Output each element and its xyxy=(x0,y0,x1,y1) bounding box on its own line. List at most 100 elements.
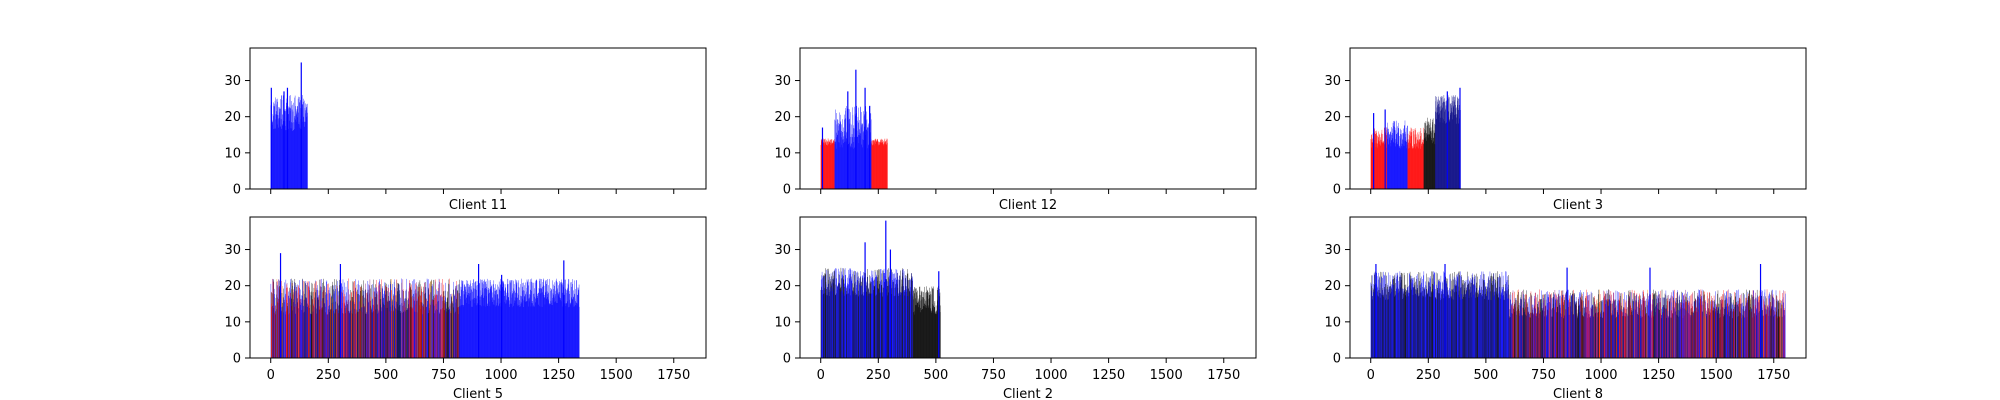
x-tick-label: 250 xyxy=(316,368,341,383)
bar-peak xyxy=(563,260,565,358)
x-tick-label: 1750 xyxy=(1757,368,1790,383)
bar-peak xyxy=(855,69,857,189)
x-tick-label: 500 xyxy=(1473,368,1498,383)
x-tick-label: 500 xyxy=(373,368,398,383)
bars xyxy=(270,62,308,189)
bar-peak xyxy=(279,253,282,358)
bar-peak xyxy=(339,264,342,358)
bar-peak xyxy=(1759,264,1762,358)
y-tick-label: 0 xyxy=(783,352,791,367)
x-axis-label: Client 3 xyxy=(1553,198,1603,213)
x-tick-label: 1250 xyxy=(542,368,575,383)
x-axis-label: Client 5 xyxy=(453,387,503,400)
y-tick-label: 10 xyxy=(1324,146,1341,161)
y-tick-label: 30 xyxy=(1324,74,1341,89)
y-tick-label: 30 xyxy=(774,243,791,258)
y-tick-label: 30 xyxy=(774,74,791,89)
x-axis-label: Client 2 xyxy=(1003,387,1053,400)
axes-frame xyxy=(1349,47,1807,190)
bars xyxy=(1370,87,1461,189)
y-tick-label: 20 xyxy=(1324,279,1341,294)
x-tick-label: 250 xyxy=(1416,368,1441,383)
x-tick-label: 250 xyxy=(866,368,891,383)
axes-frame xyxy=(799,47,1257,190)
x-tick-label: 1000 xyxy=(1034,368,1067,383)
bar-peak xyxy=(1375,264,1377,358)
y-tick-label: 30 xyxy=(224,74,241,89)
y-tick-label: 20 xyxy=(774,110,791,125)
x-tick-label: 0 xyxy=(267,368,275,383)
y-tick-label: 10 xyxy=(774,146,791,161)
x-tick-label: 0 xyxy=(817,368,825,383)
bars xyxy=(820,69,888,189)
x-tick-label: 1500 xyxy=(1150,368,1183,383)
bar-peak xyxy=(1459,87,1461,189)
y-tick-label: 0 xyxy=(1333,352,1341,367)
y-tick-label: 0 xyxy=(233,183,241,198)
x-tick-label: 1000 xyxy=(1584,368,1617,383)
bars xyxy=(820,220,941,358)
bar-peak xyxy=(938,271,940,358)
y-tick-label: 20 xyxy=(774,279,791,294)
bar-peak xyxy=(1373,113,1375,189)
bar-peak xyxy=(501,274,503,358)
axes-frame xyxy=(799,216,1257,359)
x-tick-label: 1500 xyxy=(1700,368,1733,383)
bar-peak xyxy=(847,91,849,189)
bar-peak xyxy=(1444,264,1446,358)
bar-peak xyxy=(864,242,866,358)
subplot-client-5: Client 5 0 10 20 30 0 250 500 750 1000 1250 1500 17… xyxy=(224,216,707,400)
subplot-client-8: Client 8 0 10 20 30 0 250 500 750 1000 1250 1500 17… xyxy=(1324,216,1807,400)
x-tick-label: 750 xyxy=(431,368,456,383)
x-tick-label: 0 xyxy=(1367,368,1375,383)
y-tick-label: 0 xyxy=(1333,183,1341,198)
x-tick-label: 500 xyxy=(923,368,948,383)
bar-peak xyxy=(885,220,887,358)
axes-frame xyxy=(249,216,707,359)
bar-peak xyxy=(300,62,302,189)
x-tick-label: 1250 xyxy=(1092,368,1125,383)
y-tick-label: 10 xyxy=(224,315,241,330)
y-tick-label: 30 xyxy=(224,243,241,258)
y-tick-label: 30 xyxy=(1324,243,1341,258)
subplot-client-3: Client 3 0 10 20 30 xyxy=(1324,47,1807,213)
bar-peak xyxy=(1446,91,1448,189)
bar-peak xyxy=(869,105,871,189)
subplot-client-11: Client 11 0 10 20 30 xyxy=(224,47,707,213)
x-axis-label: Client 8 xyxy=(1553,387,1603,400)
x-tick-label: 750 xyxy=(1531,368,1556,383)
bar-peak xyxy=(1566,267,1568,358)
axes-frame xyxy=(1349,216,1807,359)
x-tick-label: 1750 xyxy=(1207,368,1240,383)
x-tick-label: 1000 xyxy=(484,368,517,383)
y-tick-label: 0 xyxy=(233,352,241,367)
y-tick-label: 20 xyxy=(1324,110,1341,125)
x-axis-label: Client 11 xyxy=(449,198,507,213)
bars xyxy=(270,253,580,358)
y-tick-label: 10 xyxy=(774,315,791,330)
x-tick-label: 750 xyxy=(981,368,1006,383)
bar-peak xyxy=(889,249,892,358)
bar-peak xyxy=(1649,267,1651,358)
x-tick-label: 1500 xyxy=(600,368,633,383)
bars xyxy=(1370,264,1786,358)
y-tick-label: 10 xyxy=(224,146,241,161)
bar-peak xyxy=(286,87,289,189)
y-tick-label: 0 xyxy=(783,183,791,198)
bar-peak xyxy=(270,87,272,189)
x-tick-label: 1250 xyxy=(1642,368,1675,383)
subplot-client-12: Client 12 0 10 20 30 xyxy=(774,47,1257,213)
subplot-client-2: Client 2 0 10 20 30 0 250 500 750 1000 1250 1500 17… xyxy=(774,216,1257,400)
bar-peak xyxy=(478,264,480,358)
y-tick-label: 20 xyxy=(224,279,241,294)
bar-peak xyxy=(283,91,285,189)
bar-peak xyxy=(821,127,824,189)
bar-peak xyxy=(864,87,866,189)
y-tick-label: 20 xyxy=(224,110,241,125)
x-tick-label: 1750 xyxy=(657,368,690,383)
x-axis-label: Client 12 xyxy=(999,198,1057,213)
y-tick-label: 10 xyxy=(1324,315,1341,330)
bar-peak xyxy=(1384,109,1386,189)
axes-frame xyxy=(249,47,707,190)
